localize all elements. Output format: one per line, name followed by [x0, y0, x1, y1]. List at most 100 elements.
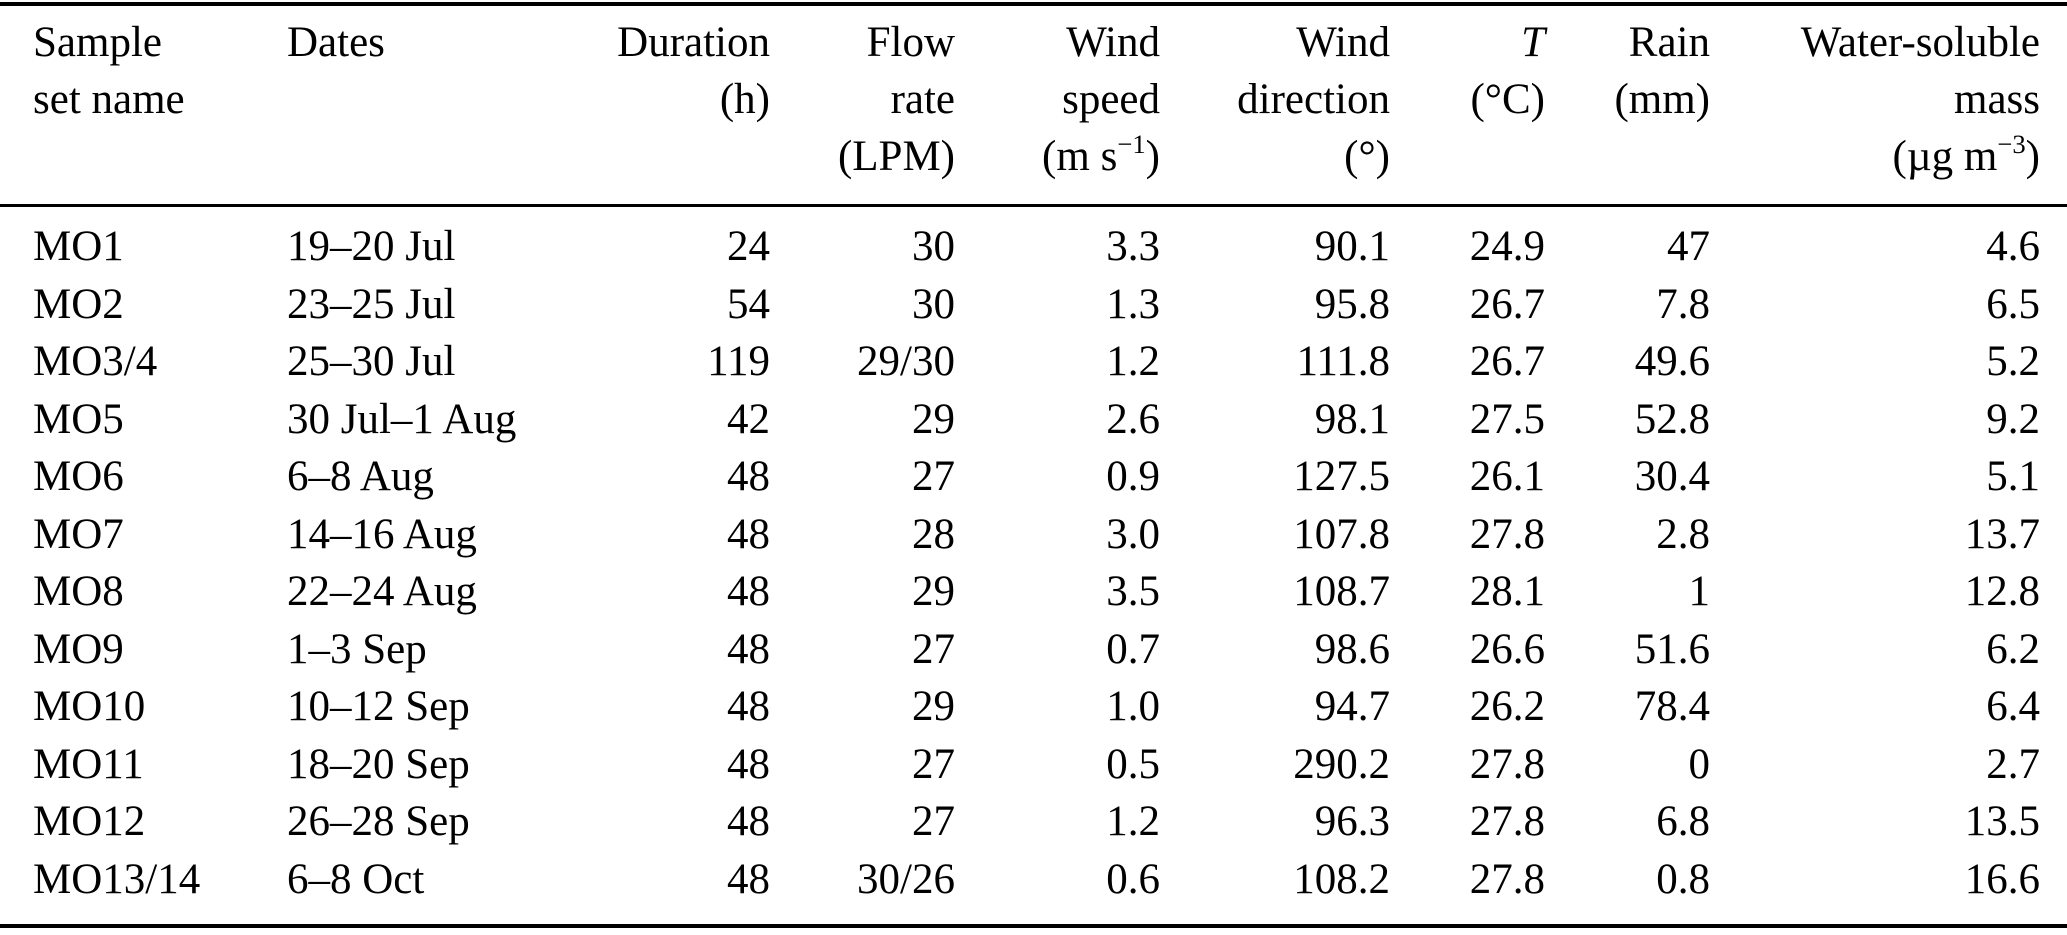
- column-header-line: direction: [1237, 76, 1390, 123]
- cell-rain: 30.4: [1634, 453, 1710, 500]
- cell-sample-set-name: MO13/14: [33, 855, 201, 903]
- column-header-sample-set-name: Sample set name: [33, 14, 287, 218]
- cell-water-soluble-mass: 6.4: [1986, 683, 2040, 730]
- cell-sample-set-name: MO3/4: [33, 338, 158, 385]
- cell-flow-rate: 30/26: [857, 855, 955, 903]
- column-header-line: speed: [1062, 76, 1160, 123]
- cell-sample-set-name: MO10: [33, 683, 146, 730]
- cell-wind-speed: 3.5: [1106, 568, 1160, 615]
- cell-wind-direction: 108.7: [1293, 568, 1390, 615]
- table-row: MO11 18–20 Sep 48 27 0.5 290.2 27.8 0 2.…: [33, 736, 2040, 794]
- cell-rain: 49.6: [1634, 338, 1710, 385]
- cell-rain: 52.8: [1634, 395, 1710, 443]
- cell-water-soluble-mass: 9.2: [1986, 395, 2040, 443]
- cell-wind-speed: 0.5: [1106, 740, 1160, 788]
- cell-water-soluble-mass: 6.5: [1986, 280, 2040, 328]
- table-row: MO8 22–24 Aug 48 29 3.5 108.7 28.1 1 12.…: [33, 563, 2040, 621]
- column-header-wind-speed: Wind speed (m s−1): [955, 14, 1160, 218]
- column-header-temperature: T (°C): [1390, 14, 1545, 218]
- cell-rain: 7.8: [1656, 280, 1710, 328]
- table-row: MO9 1–3 Sep 48 27 0.7 98.6 26.6 51.6 6.2: [33, 621, 2040, 679]
- cell-temperature: 26.2: [1469, 683, 1545, 730]
- unit-exponent: −1: [1117, 129, 1146, 160]
- cell-dates: 6–8 Aug: [287, 453, 434, 500]
- cell-water-soluble-mass: 5.2: [1986, 338, 2040, 385]
- cell-water-soluble-mass: 13.7: [1964, 510, 2040, 558]
- cell-dates: 10–12 Sep: [287, 683, 470, 730]
- cell-wind-direction: 111.8: [1296, 338, 1390, 385]
- cell-rain: 1: [1688, 568, 1711, 615]
- cell-wind-direction: 107.8: [1293, 510, 1390, 558]
- column-header-line: rate: [890, 76, 955, 123]
- cell-wind-direction: 96.3: [1314, 798, 1390, 845]
- cell-dates: 1–3 Sep: [287, 625, 427, 673]
- table-row: MO10 10–12 Sep 48 29 1.0 94.7 26.2 78.4 …: [33, 678, 2040, 736]
- cell-rain: 6.8: [1656, 798, 1710, 845]
- cell-wind-speed: 0.9: [1106, 453, 1160, 500]
- column-header-unit: (LPM): [837, 133, 955, 180]
- cell-dates: 30 Jul–1 Aug: [287, 395, 517, 443]
- unit-text: ): [2025, 133, 2040, 180]
- cell-temperature: 27.5: [1469, 395, 1545, 443]
- cell-dates: 23–25 Jul: [287, 280, 456, 328]
- cell-rain: 0: [1688, 740, 1711, 788]
- cell-wind-direction: 127.5: [1293, 453, 1390, 500]
- table-bottom-rule: [0, 924, 2067, 928]
- cell-rain: 2.8: [1656, 510, 1710, 558]
- cell-water-soluble-mass: 6.2: [1986, 625, 2040, 673]
- cell-sample-set-name: MO11: [33, 740, 144, 788]
- column-header-line: Water-soluble: [1800, 19, 2040, 66]
- cell-temperature: 27.8: [1469, 510, 1545, 558]
- column-header-line: Duration: [617, 19, 770, 66]
- column-header-water-soluble-mass: Water-soluble mass (µg m−3): [1710, 14, 2040, 218]
- table-body: MO1 19–20 Jul 24 30 3.3 90.1 24.9 47 4.6…: [33, 218, 2040, 908]
- cell-wind-speed: 0.6: [1106, 855, 1160, 903]
- cell-rain: 51.6: [1634, 625, 1710, 673]
- cell-duration: 48: [727, 683, 770, 730]
- column-header-line: Sample: [33, 19, 162, 66]
- table-header: Sample set name Dates Duration (h) Flow …: [33, 14, 2040, 218]
- column-header-unit: (mm): [1614, 76, 1710, 123]
- cell-duration: 48: [727, 855, 770, 903]
- column-header-unit: (°C): [1470, 76, 1545, 123]
- cell-wind-speed: 2.6: [1106, 395, 1160, 443]
- cell-temperature: 27.8: [1469, 740, 1545, 788]
- cell-flow-rate: 28: [912, 510, 955, 558]
- cell-flow-rate: 30: [912, 223, 955, 270]
- cell-dates: 19–20 Jul: [287, 223, 456, 270]
- cell-wind-direction: 94.7: [1314, 683, 1390, 730]
- column-header-unit: (µg m−3): [1710, 128, 2041, 185]
- cell-rain: 78.4: [1634, 683, 1710, 730]
- table-header-rule: [0, 204, 2067, 207]
- cell-dates: 14–16 Aug: [287, 510, 477, 558]
- column-header-line: Wind: [1066, 19, 1160, 66]
- column-header-unit: (m s−1): [955, 128, 1160, 185]
- cell-duration: 48: [727, 453, 770, 500]
- cell-flow-rate: 29/30: [857, 338, 955, 385]
- cell-temperature: 24.9: [1469, 223, 1545, 270]
- column-header-line: Wind: [1296, 19, 1390, 66]
- cell-duration: 119: [707, 338, 770, 385]
- cell-sample-set-name: MO8: [33, 568, 124, 615]
- cell-sample-set-name: MO5: [33, 395, 124, 443]
- cell-temperature: 27.8: [1469, 855, 1545, 903]
- table-row: MO6 6–8 Aug 48 27 0.9 127.5 26.1 30.4 5.…: [33, 448, 2040, 506]
- cell-duration: 48: [727, 740, 770, 788]
- cell-wind-direction: 108.2: [1293, 855, 1390, 903]
- cell-water-soluble-mass: 12.8: [1964, 568, 2040, 615]
- cell-wind-direction: 98.1: [1314, 395, 1390, 443]
- cell-wind-speed: 1.2: [1106, 338, 1160, 385]
- cell-temperature: 28.1: [1469, 568, 1545, 615]
- cell-wind-speed: 3.0: [1106, 510, 1160, 558]
- cell-flow-rate: 30: [912, 280, 955, 328]
- cell-flow-rate: 27: [912, 625, 955, 673]
- cell-wind-direction: 98.6: [1314, 625, 1390, 673]
- cell-dates: 18–20 Sep: [287, 740, 470, 788]
- cell-temperature: 26.6: [1469, 625, 1545, 673]
- column-header-rain: Rain (mm): [1545, 14, 1710, 218]
- cell-duration: 24: [727, 223, 770, 270]
- cell-dates: 22–24 Aug: [287, 568, 477, 615]
- column-header-unit: (°): [1344, 133, 1390, 180]
- cell-duration: 48: [727, 510, 770, 558]
